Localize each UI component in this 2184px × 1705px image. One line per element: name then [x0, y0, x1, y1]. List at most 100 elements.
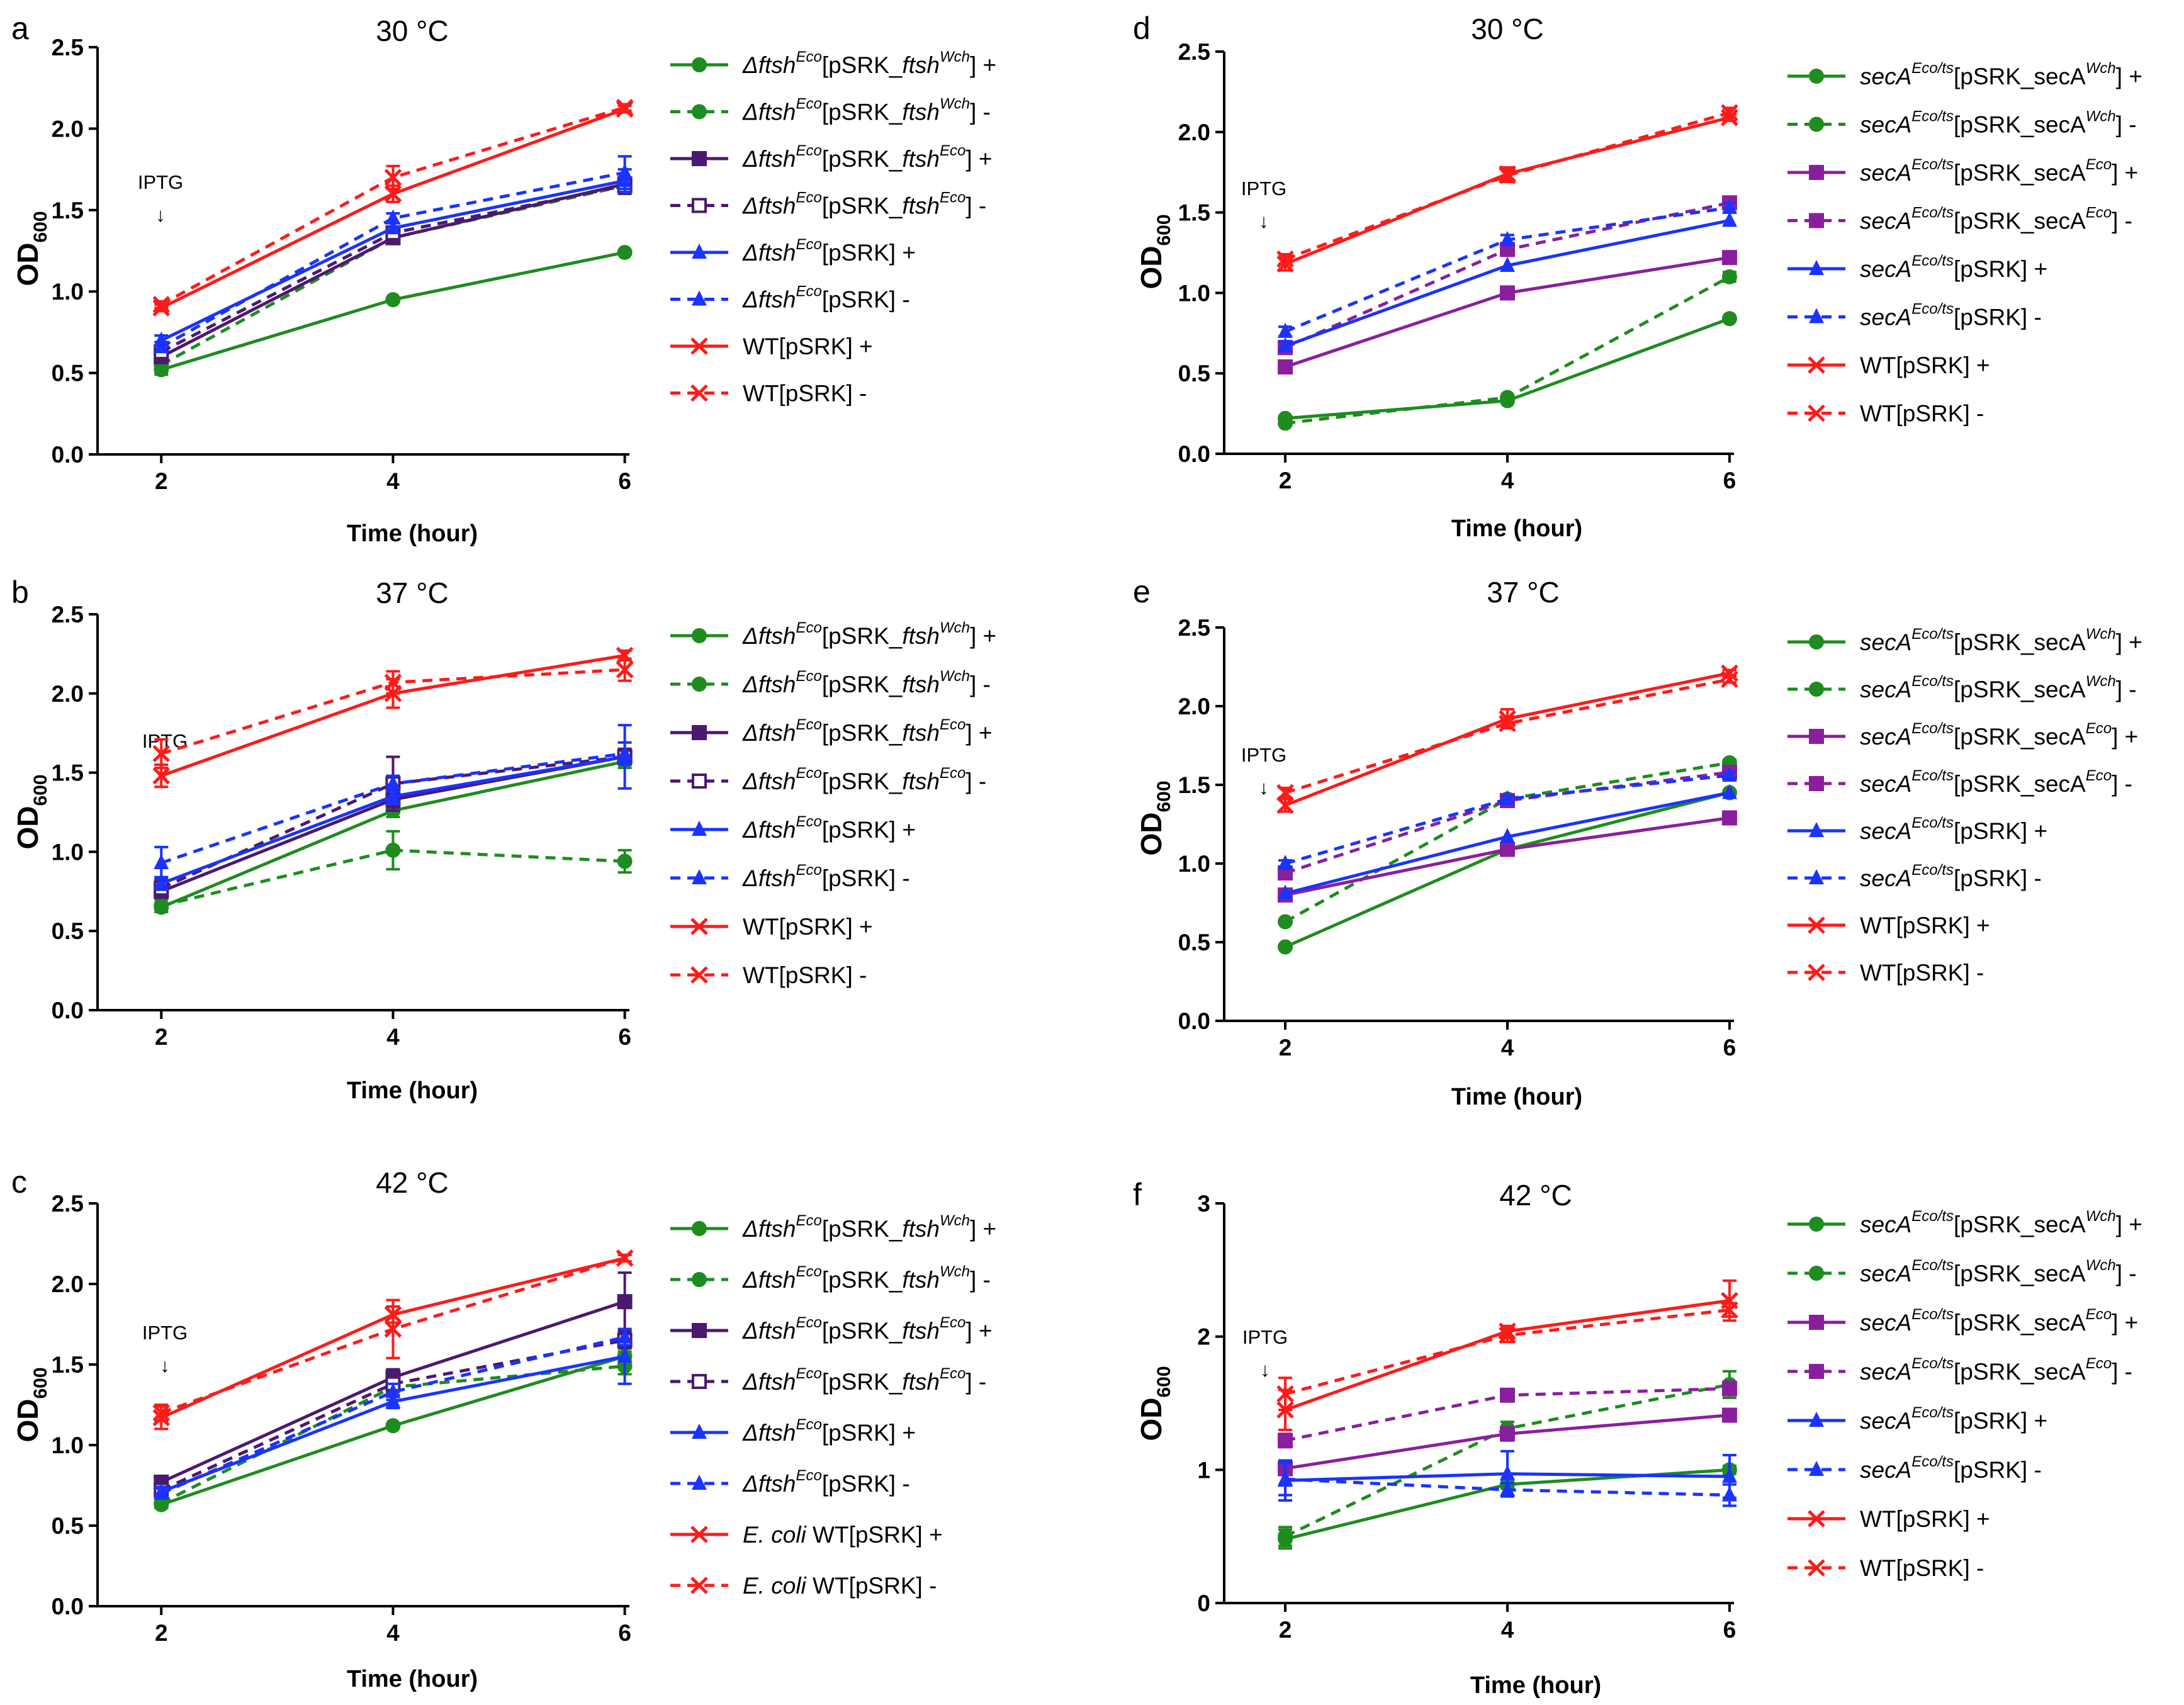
series-7 — [1276, 1301, 1738, 1412]
data-point — [617, 853, 633, 869]
series-3 — [1278, 195, 1737, 356]
data-point — [1721, 1486, 1737, 1502]
legend-item: E. coli WT[pSRK] + — [670, 1522, 943, 1548]
x-tick-label: 6 — [1723, 468, 1737, 493]
legend-item: secAEco/ts[pSRK] + — [1787, 252, 2047, 282]
legend-marker — [1809, 260, 1824, 275]
legend-item: WT[pSRK] - — [670, 962, 867, 988]
x-tick-label: 2 — [155, 468, 168, 494]
legend-label: ΔftshEco[pSRK_ftshWch] + — [742, 48, 996, 78]
data-point — [385, 292, 401, 308]
y-tick-label: 0 — [1197, 1590, 1210, 1616]
data-point — [1500, 285, 1515, 301]
legend-marker — [1809, 682, 1824, 697]
y-tick-label: 1.5 — [1178, 772, 1210, 798]
legend-label: WT[pSRK] - — [1860, 1555, 1984, 1581]
legend-label: ΔftshEco[pSRK_ftshEco] - — [742, 765, 986, 794]
x-axis-label: Time (hour) — [1451, 1084, 1582, 1110]
series-5 — [154, 741, 633, 881]
legend-item: secAEco/ts[pSRK_secAWch] + — [1787, 1208, 2142, 1237]
data-point — [1500, 1387, 1515, 1403]
legend-marker — [1809, 165, 1824, 180]
legend-item: secAEco/ts[pSRK] - — [1787, 301, 2042, 330]
panel-title: 42 °C — [376, 1166, 449, 1199]
panel-c: c 42 °C 0.0 0.5 1.0 1.5 2.0 2.5 2 4 6 Time (hour) OD… — [11, 1164, 996, 1692]
legend-marker — [1809, 213, 1824, 228]
y-axis-label: OD600 — [1135, 780, 1174, 855]
y-tick-label: 0.5 — [52, 918, 84, 944]
legend-label: secAEco/ts[pSRK] - — [1860, 862, 2042, 891]
data-point — [1500, 1481, 1515, 1497]
legend-label: WT[pSRK] - — [1860, 401, 1984, 427]
data-point — [154, 898, 169, 913]
legend-item: secAEco/ts[pSRK] - — [1787, 862, 2042, 891]
y-tick-label: 0.5 — [52, 361, 84, 386]
legend-item: ΔftshEco[pSRK_ftshEco] - — [670, 1365, 986, 1395]
legend-item: secAEco/ts[pSRK_secAEco] + — [1787, 156, 2138, 186]
x-axis-label: Time (hour) — [347, 1078, 478, 1104]
legend-item: ΔftshEco[pSRK_ftshEco] - — [670, 765, 986, 794]
series-7 — [152, 657, 634, 770]
data-point — [385, 775, 401, 791]
series-line — [1285, 770, 1730, 875]
x-tick-label: 4 — [1501, 1035, 1514, 1061]
series-4 — [1278, 211, 1737, 352]
legend-marker — [1809, 1315, 1824, 1330]
legend-item: secAEco/ts[pSRK_secAEco] - — [1787, 205, 2132, 234]
x-tick-label: 4 — [386, 1620, 400, 1646]
iptg-arrow: ↓ — [155, 204, 166, 226]
iptg-arrow: ↓ — [1259, 777, 1269, 799]
panel-title: 30 °C — [376, 14, 449, 47]
legend-marker — [1809, 1412, 1824, 1427]
legend-marker — [692, 677, 707, 692]
legend-marker — [1808, 916, 1825, 934]
y-tick-label: 0.5 — [1178, 930, 1210, 955]
series-7 — [1276, 670, 1738, 802]
panel-title: 42 °C — [1499, 1179, 1572, 1212]
panel-letter: a — [11, 11, 29, 46]
legend-item: secAEco/ts[pSRK_secAWch] - — [1787, 1257, 2137, 1286]
data-point — [1721, 250, 1737, 266]
legend-marker — [1808, 964, 1825, 981]
data-point — [1721, 767, 1737, 782]
legend-item: ΔftshEco[pSRK] - — [670, 862, 910, 891]
y-tick-label: 0.5 — [52, 1513, 84, 1539]
data-point — [617, 745, 633, 760]
legend-item: secAEco/ts[pSRK] - — [1787, 1453, 2042, 1483]
data-point — [1721, 311, 1737, 327]
panel-letter: c — [11, 1164, 27, 1200]
panel-a: a 30 °C 0.0 0.5 1.0 1.5 2.0 2.5 2 4 6 Time (hour) OD… — [11, 11, 996, 547]
legend-label: E. coli WT[pSRK] + — [743, 1522, 943, 1548]
legend-marker — [692, 725, 707, 740]
legend-label: ΔftshEco[pSRK_ftshWch] + — [742, 619, 996, 649]
data-point — [385, 787, 401, 803]
legend-marker — [690, 966, 708, 984]
data-point — [617, 1328, 633, 1344]
legend-label: secAEco/ts[pSRK_secAWch] + — [1860, 1208, 2142, 1237]
legend-label: secAEco/ts[pSRK_secAWch] - — [1860, 673, 2137, 702]
data-point — [1500, 790, 1515, 806]
legend-item: WT[pSRK] + — [1787, 913, 1990, 938]
series-3 — [154, 747, 633, 898]
legend-label: secAEco/ts[pSRK] - — [1860, 1453, 2042, 1483]
x-tick-label: 2 — [1279, 1035, 1292, 1061]
x-tick-label: 6 — [618, 468, 631, 494]
legend-marker — [1809, 69, 1824, 84]
legend-item: secAEco/ts[pSRK] + — [1787, 814, 2047, 844]
legend-label: ΔftshEco[pSRK] + — [742, 813, 916, 843]
legend-label: WT[pSRK] + — [1860, 1506, 1990, 1532]
legend-label: ΔftshEco[pSRK_ftshWch] + — [742, 1212, 996, 1242]
data-point — [154, 854, 169, 870]
legend-item: secAEco/ts[pSRK_secAWch] + — [1787, 626, 2142, 655]
y-tick-label: 2 — [1197, 1324, 1210, 1350]
legend-item: ΔftshEco[pSRK] - — [670, 1467, 910, 1497]
data-point — [1499, 714, 1516, 733]
legend-marker — [1809, 116, 1824, 132]
x-tick-label: 6 — [1723, 1617, 1737, 1643]
data-point — [1276, 250, 1294, 268]
data-point — [617, 1348, 633, 1363]
y-tick-label: 0.0 — [52, 1594, 84, 1619]
iptg-label: IPTG — [142, 1322, 188, 1344]
series-line — [1285, 256, 1730, 369]
panel-d: d 30 °C 0.0 0.5 1.0 1.5 2.0 2.5 2 4 6 Time (hour) OD… — [1133, 11, 2142, 542]
